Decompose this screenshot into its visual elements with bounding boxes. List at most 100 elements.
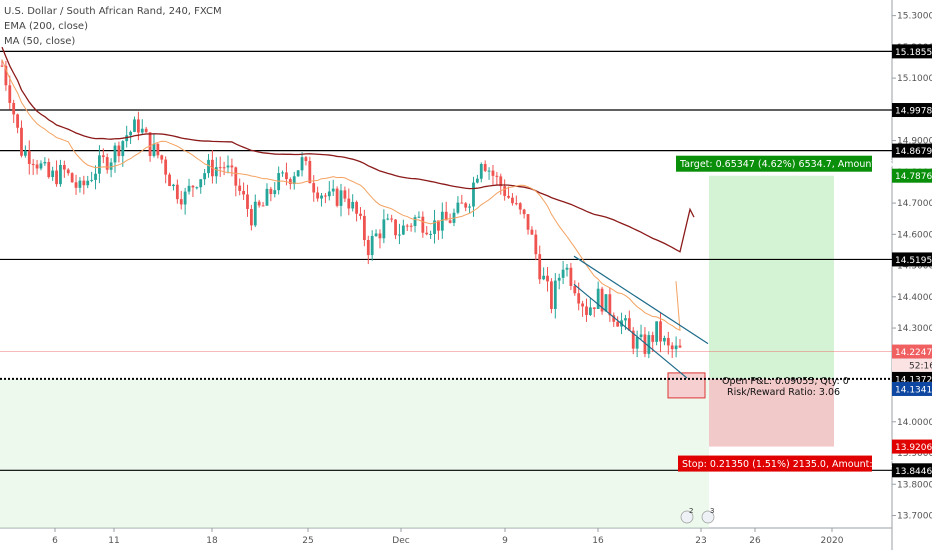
candle-body	[394, 219, 397, 236]
candle-body	[27, 150, 31, 164]
ma-legend[interactable]: MA (50, close)	[4, 36, 76, 47]
stop-label-text: Stop: 0.21350 (1.51%) 2135.0, Amount: 15…	[682, 459, 903, 470]
candle-body	[98, 155, 101, 174]
entry-marker-box	[667, 372, 706, 399]
candle-body	[347, 198, 351, 209]
date-tick-label: 2020	[821, 536, 844, 546]
candle-body	[573, 285, 577, 294]
candle-body	[511, 197, 514, 204]
candle-body	[433, 220, 436, 234]
candle-body	[370, 236, 374, 256]
candle-body	[66, 169, 70, 174]
candle-body	[429, 233, 433, 235]
ema-legend[interactable]: EMA (200, close)	[4, 21, 88, 32]
candle-body	[234, 167, 238, 186]
event-flag-icon	[701, 510, 715, 524]
candle-body	[281, 172, 284, 174]
candle-body	[0, 65, 4, 67]
risk-reward-text: Risk/Reward Ratio: 3.06	[727, 387, 840, 398]
candle-body	[292, 176, 296, 185]
candle-body	[82, 180, 86, 186]
candle-body	[534, 234, 538, 255]
level-tag-4-text: 13.84469	[895, 467, 932, 477]
candle-body	[86, 180, 90, 186]
target-price-tag-bg	[892, 168, 932, 183]
level-tag-1-text: 14.99784	[895, 107, 932, 117]
candle-body	[464, 203, 468, 208]
candle-body	[479, 164, 483, 179]
date-tick-label: Dec	[392, 536, 409, 546]
candle-body	[261, 205, 265, 207]
candle-body	[39, 163, 43, 169]
candle-body	[491, 170, 495, 176]
symbol-legend[interactable]: U.S. Dollar / South African Rand, 240, F…	[4, 6, 222, 17]
date-tick-label: 25	[302, 536, 313, 546]
candle-body	[425, 232, 429, 235]
candle-body	[542, 275, 546, 280]
candle-body	[362, 215, 366, 240]
level-tag-3-text: 14.51959	[895, 256, 932, 266]
candle-body	[133, 119, 136, 132]
candle-body	[191, 185, 195, 188]
candle-body	[59, 164, 62, 185]
candle-body	[386, 218, 390, 220]
event-count-label: 2	[689, 507, 693, 515]
candle-body	[378, 233, 382, 239]
candle-body	[113, 145, 117, 163]
candle-body	[592, 307, 596, 309]
date-tick-label: 18	[206, 536, 218, 546]
price-tick-label: 14.60000	[897, 230, 932, 240]
candle-body	[160, 155, 164, 160]
date-tick-label: 23	[695, 536, 706, 546]
candle-body	[374, 233, 378, 237]
level-tag-1-bg	[892, 103, 932, 118]
candle-body	[164, 159, 168, 175]
candle-body	[624, 318, 627, 321]
candle-body	[265, 188, 269, 206]
candle-body	[627, 318, 631, 331]
candle-body	[4, 65, 8, 86]
candle-body	[199, 179, 203, 188]
candle-body	[475, 178, 479, 183]
date-tick-label: 9	[502, 536, 508, 546]
candle-body	[175, 184, 179, 200]
candle-body	[242, 190, 245, 195]
candle-body	[538, 254, 542, 280]
candle-body	[561, 269, 565, 278]
date-tick-label: 6	[52, 536, 58, 546]
candle-body	[152, 143, 156, 156]
candle-body	[101, 155, 105, 158]
candle-body	[639, 334, 643, 337]
candle-body	[117, 145, 121, 157]
date-tick-label: 11	[108, 536, 119, 546]
candle-body	[413, 217, 417, 227]
target-zone	[709, 175, 834, 379]
candle-body	[304, 157, 308, 161]
candle-body	[214, 167, 218, 177]
candle-body	[472, 182, 475, 207]
candle-body	[495, 175, 499, 177]
candle-body	[62, 164, 66, 170]
candle-body	[253, 201, 257, 226]
candle-body	[207, 159, 210, 174]
candle-body	[136, 119, 140, 133]
level-tag-0-text: 15.18556	[895, 48, 932, 58]
candle-body	[47, 161, 51, 178]
price-tick-label: 13.90000	[897, 449, 932, 459]
candle-body	[351, 201, 355, 209]
entry-alt-tag-bg	[892, 381, 932, 396]
candle-body	[631, 330, 635, 349]
candle-body	[246, 194, 249, 209]
candle-body	[168, 174, 171, 187]
entry-price-tag-text: 14.13720	[895, 375, 932, 385]
price-tick-label: 14.30000	[897, 324, 932, 334]
channel-lower-line	[573, 283, 688, 379]
price-tick-label: 13.70000	[897, 512, 932, 522]
ema-200-line	[1, 46, 695, 253]
last-price-tag-bg	[892, 344, 932, 359]
candle-body	[666, 337, 670, 346]
candle-body	[659, 321, 662, 342]
candle-body	[218, 167, 222, 169]
